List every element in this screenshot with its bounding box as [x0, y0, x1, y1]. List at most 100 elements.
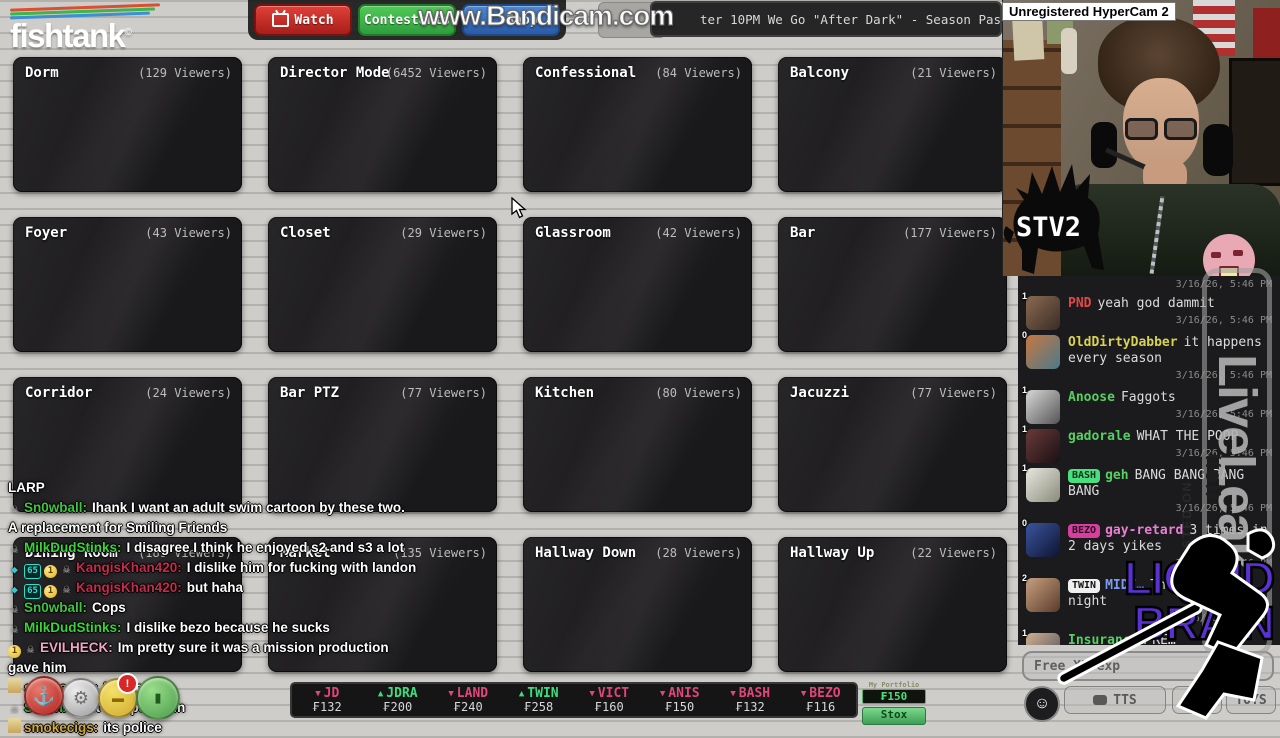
stock-price: ₣132: [735, 700, 765, 714]
team-chip: TWIN: [1068, 579, 1101, 593]
avatar-level-badge: 1: [1022, 628, 1028, 638]
chat-message: 1 Anoose Faggots 3/16/26, 5:46 PM: [1022, 385, 1272, 427]
stock-ticker-item[interactable]: ▲ JDRA ₣200: [363, 686, 434, 714]
chat-username[interactable]: Anoose: [1068, 390, 1115, 405]
camera-viewer-count: (6452 Viewers): [385, 66, 487, 80]
stream-chat-message: ◆ 65 1 ☠ KangisKhan420: but haha: [8, 578, 388, 599]
camera-viewer-count: (84 Viewers): [655, 66, 742, 80]
camera-tile[interactable]: Hallway Down (28 Viewers): [523, 537, 752, 672]
stock-ticker-item[interactable]: ▼ ANIS ₣150: [645, 686, 716, 714]
camera-name: Hallway Up: [790, 545, 875, 561]
camera-tile[interactable]: Kitchen (80 Viewers): [523, 377, 752, 512]
stream-chat-username: MilkDudStinks:: [24, 540, 122, 555]
shop-button[interactable]: Shop: [462, 4, 560, 36]
user-badges: 1 ☠: [8, 640, 40, 658]
stream-chat-username: smokecigs:: [24, 720, 99, 735]
chat-username[interactable]: geh: [1105, 468, 1129, 483]
camera-tile[interactable]: Confessional (84 Viewers): [523, 57, 752, 192]
user-badges: ◆ 65 1 ☠: [8, 560, 76, 579]
avatar: [1026, 468, 1060, 502]
toy-button[interactable]: ▬ !: [98, 673, 138, 718]
toy-button[interactable]: ⚓: [24, 676, 64, 716]
stream-chat-username: Sn0wball:: [24, 600, 88, 615]
chat-username[interactable]: OldDirtyDabber: [1068, 335, 1178, 350]
camera-name: Director Mode: [280, 65, 390, 81]
wall-frame: [1229, 58, 1280, 186]
trend-arrow-icon: ▼: [800, 689, 807, 699]
stock-symbol: LAND: [456, 686, 489, 701]
stream-chat-text: A replacement for Smiling Friends: [8, 520, 228, 535]
stream-chat-message: 1 ☠ EVILHECK: Im pretty sure it was a missi…: [8, 638, 389, 658]
stock-symbol: TWIN: [527, 686, 559, 701]
camera-name: Hallway Down: [535, 545, 637, 561]
camera-tile[interactable]: Closet (29 Viewers): [268, 217, 497, 352]
camera-viewer-count: (24 Viewers): [145, 386, 232, 400]
camera-tile[interactable]: Market (135 Viewers): [268, 537, 497, 672]
camera-name: Confessional: [535, 65, 637, 81]
camera-grid: Dorm (129 Viewers) Director Mode (6452 V…: [13, 57, 1008, 672]
chat-username[interactable]: PND: [1068, 296, 1092, 311]
fishtank-logo[interactable]: fishtank©: [9, 3, 161, 52]
chat-message-list: 1 PND yeah god dammit 3/16/26, 5:46 PM 0: [1022, 291, 1272, 645]
chat-timestamp: 3/16/26, 5:46 PM: [1175, 448, 1272, 459]
camera-viewer-count: (21 Viewers): [910, 66, 997, 80]
toy-button-bar: ⚙ ▬ ! ▮ ⚓: [24, 673, 204, 722]
stream-chat-text: LARP: [8, 480, 45, 495]
camera-tile[interactable]: Dorm (129 Viewers): [13, 57, 242, 192]
camera-tile[interactable]: Glassroom (42 Viewers): [523, 217, 752, 352]
user-badges: ☠: [8, 620, 24, 636]
camera-tile[interactable]: Dining Room (189 Viewers): [13, 537, 242, 672]
chat-username[interactable]: gay-retard: [1105, 523, 1184, 538]
chat-message: 0 BEZO gay-retard 3 times in 2 days yikes …: [1022, 518, 1272, 576]
toy-button[interactable]: ▮: [136, 676, 180, 720]
camera-tile[interactable]: Balcony (21 Viewers): [778, 57, 1007, 192]
camera-viewer-count: (80 Viewers): [655, 386, 742, 400]
camera-tile[interactable]: Hallway Up (22 Viewers): [778, 537, 1007, 672]
emote-button[interactable]: ☺: [1024, 686, 1060, 722]
contestants-button[interactable]: Contestants: [358, 4, 456, 36]
avatar: [1026, 578, 1060, 612]
camera-viewer-count: (22 Viewers): [910, 546, 997, 560]
user-badge-icon: ☠: [10, 702, 19, 716]
avatar-level-badge: 2: [1022, 573, 1028, 583]
team-chips: BEZO: [1068, 523, 1105, 538]
stream-chat-message: ☠ Sn0wball: Ihank I want an adult swim car…: [8, 498, 405, 518]
stock-price: ₣160: [594, 700, 624, 714]
stock-ticker-item[interactable]: ▼ BEZO ₣116: [786, 686, 857, 714]
toy-button[interactable]: ⚙: [61, 678, 101, 718]
stream-chat-username: KangisKhan420:: [76, 580, 182, 595]
stock-ticker-item[interactable]: ▼ VICT ₣160: [574, 686, 645, 714]
chat-username[interactable]: gadorale: [1068, 429, 1131, 444]
stock-symbol: BEZO: [809, 686, 841, 701]
stock-ticker-item[interactable]: ▼ BASH ₣132: [715, 686, 786, 714]
camera-tile[interactable]: Bar PTZ (77 Viewers): [268, 377, 497, 512]
camera-tile[interactable]: Jacuzzi (77 Viewers): [778, 377, 1007, 512]
avatar-level-badge: 0: [1022, 330, 1028, 340]
camera-tile[interactable]: Bar (177 Viewers): [778, 217, 1007, 352]
user-badge-icon: [8, 718, 21, 733]
team-chips: BASH: [1068, 468, 1105, 483]
stream-chat-text: I dislike bezo because he sucks: [126, 620, 330, 635]
stox-button[interactable]: Stox: [862, 707, 926, 725]
trend-arrow-icon: ▼: [448, 689, 454, 699]
tv-icon: [272, 13, 290, 27]
stock-price: ₣240: [453, 700, 483, 714]
stream-chat-username: Sn0wball:: [24, 500, 88, 515]
chat-timestamp: 3/16/26, 5:46 PM: [1175, 279, 1272, 290]
watch-button[interactable]: Watch: [254, 4, 352, 36]
stream-chat-text: Cops: [92, 600, 126, 615]
trend-arrow-icon: ▼: [315, 689, 321, 699]
camera-viewer-count: (77 Viewers): [910, 386, 997, 400]
stock-ticker-item[interactable]: ▼ JD ₣132: [292, 686, 363, 714]
camera-tile[interactable]: Foyer (43 Viewers): [13, 217, 242, 352]
chat-timestamp: 3/16/26, 5:46 PM: [1175, 370, 1272, 381]
user-badges: ☠: [8, 500, 24, 516]
portfolio-widget: My Portfolio ₣150 Stox: [862, 681, 926, 725]
stock-ticker-item[interactable]: ▼ LAND ₣240: [433, 686, 504, 714]
tts-button[interactable]: TTS: [1064, 686, 1166, 714]
camera-tile[interactable]: Director Mode (6452 Viewers): [268, 57, 497, 192]
stock-ticker-item[interactable]: ▲ TWIN ₣258: [504, 686, 575, 714]
camera-tile[interactable]: Corridor (24 Viewers): [13, 377, 242, 512]
user-badges: ☠: [8, 700, 24, 716]
chat-username[interactable]: MIDI…: [1105, 578, 1145, 593]
